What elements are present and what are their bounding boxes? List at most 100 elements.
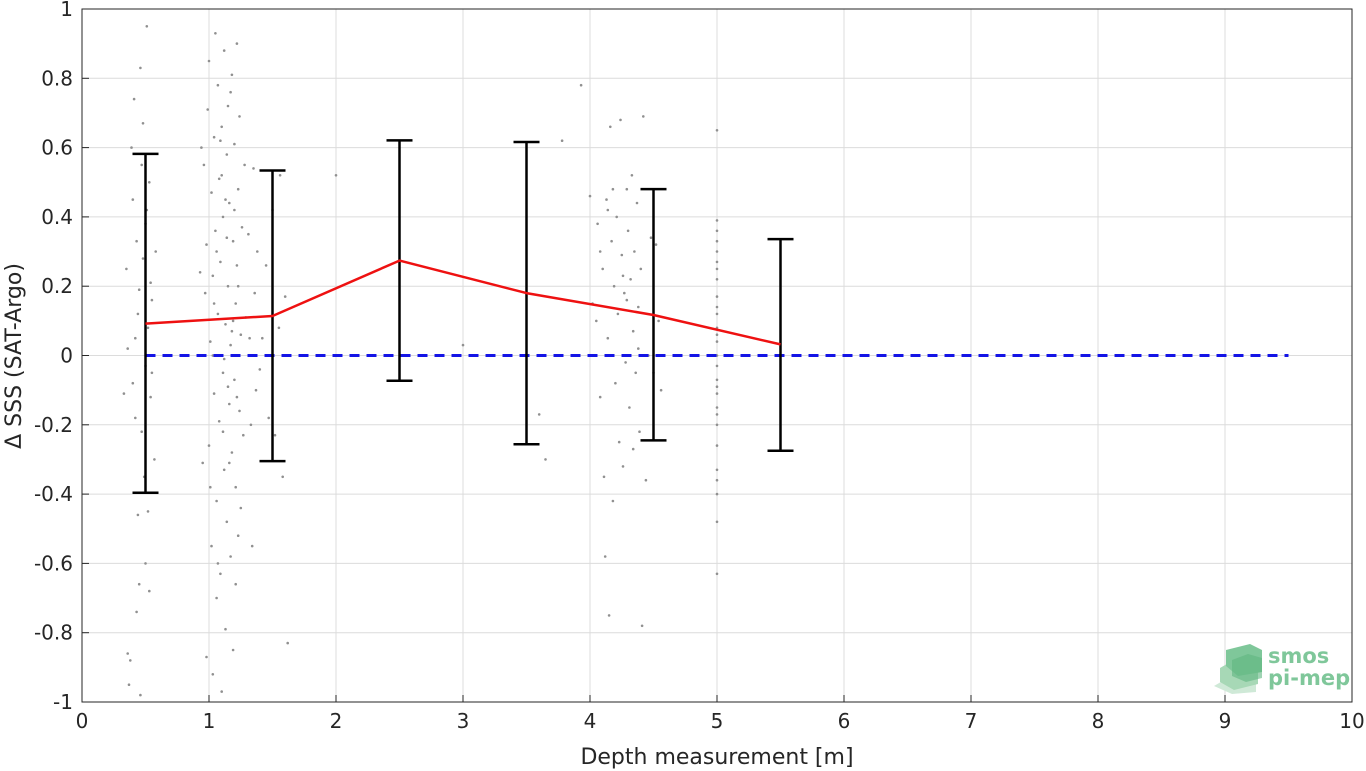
scatter-point: [229, 555, 232, 558]
scatter-point: [598, 250, 602, 253]
scatter-point: [216, 83, 220, 87]
scatter-point: [212, 392, 216, 395]
scatter-point: [715, 444, 719, 447]
x-tick-label: 3: [457, 709, 470, 733]
scatter-point: [612, 284, 616, 288]
scatter-point: [236, 187, 240, 191]
x-tick-label: 9: [1219, 709, 1232, 733]
scatter-point: [631, 447, 635, 451]
scatter-point: [537, 413, 541, 416]
scatter-point: [145, 25, 149, 28]
scatter-point: [135, 610, 138, 614]
scatter-point: [715, 219, 719, 222]
scatter-point: [611, 187, 615, 191]
y-tick-label: 0.2: [41, 274, 73, 298]
scatter-point: [132, 97, 136, 101]
scatter-point: [286, 641, 290, 645]
logo-text-pi-mep: pi-mep: [1268, 666, 1350, 690]
scatter-point: [211, 354, 215, 357]
scatter-point: [234, 302, 237, 305]
scatter-point: [210, 191, 213, 194]
x-tick-label: 5: [711, 709, 724, 733]
scatter-point: [148, 181, 151, 184]
scatter-point: [631, 329, 635, 333]
scatter-point: [150, 298, 154, 302]
scatter-point: [139, 66, 142, 70]
scatter-point: [225, 153, 229, 156]
scatter-point: [134, 336, 137, 340]
scatter-point: [230, 451, 234, 454]
scatter-point: [715, 406, 719, 409]
scatter-point: [596, 222, 599, 226]
scatter-point: [715, 520, 719, 524]
scatter-point: [621, 274, 625, 278]
scatter-point: [205, 243, 208, 246]
scatter-point: [239, 333, 243, 337]
x-tick-label: 0: [76, 709, 89, 733]
scatter-point: [283, 295, 287, 298]
scatter-point: [238, 409, 241, 413]
scatter-point: [253, 291, 256, 295]
scatter-point: [601, 267, 604, 271]
scatter-point: [224, 323, 227, 326]
scatter-point: [715, 468, 719, 472]
scatter-point: [209, 485, 212, 489]
scatter-point: [226, 104, 230, 108]
x-tick-label: 6: [838, 709, 851, 733]
scatter-point: [659, 388, 663, 392]
scatter-point: [219, 260, 222, 264]
scatter-point: [217, 177, 221, 181]
scatter-point: [149, 281, 152, 285]
scatter-point: [222, 468, 226, 472]
scatter-point: [715, 392, 719, 395]
scatter-point: [221, 215, 225, 219]
scatter-point: [136, 312, 140, 316]
scatter-point: [216, 562, 220, 565]
scatter-point: [146, 326, 150, 330]
scatter-point: [150, 371, 154, 375]
scatter-point: [130, 146, 133, 149]
scatter-point: [250, 544, 254, 548]
scatter-point: [630, 174, 634, 177]
scatter-point: [234, 485, 237, 489]
scatter-point: [715, 478, 719, 482]
scatter-point: [273, 433, 277, 437]
scatter-point: [236, 534, 240, 537]
scatter-point: [249, 423, 253, 427]
scatter-point: [248, 336, 251, 340]
scatter-point: [610, 239, 613, 243]
y-tick-label: 1: [60, 0, 73, 21]
scatter-point: [635, 201, 639, 205]
scatter-point: [201, 461, 204, 465]
scatter-point: [221, 430, 225, 434]
scatter-point: [617, 440, 621, 444]
scatter-point: [210, 544, 213, 548]
scatter-point: [140, 430, 143, 434]
scatter-point: [231, 648, 235, 652]
scatter-point: [715, 312, 719, 316]
scatter-point: [219, 139, 222, 142]
scatter-point: [131, 198, 135, 201]
scatter-point: [247, 232, 250, 236]
scatter-point: [231, 239, 235, 243]
scatter-point: [243, 163, 246, 167]
scatter-point: [560, 139, 564, 142]
x-tick-label: 8: [1092, 709, 1105, 733]
scatter-point: [638, 430, 641, 434]
x-tick-label: 4: [584, 709, 597, 733]
scatter-point: [261, 336, 264, 340]
scatter-point: [629, 278, 632, 281]
y-axis-ticks: -1 -0.8 -0.6 -0.4 -0.2 0 0.2 0.4 0.6 0.8 1: [34, 0, 89, 714]
scatter-point: [139, 693, 142, 697]
y-tick-label: -0.6: [34, 551, 73, 575]
scatter-point: [642, 115, 645, 118]
scatter-point: [141, 122, 145, 125]
x-tick-label: 1: [203, 709, 216, 733]
scatter-point: [234, 582, 237, 586]
scatter-point: [206, 108, 209, 111]
scatter-point: [606, 208, 610, 212]
scatter-point: [715, 385, 719, 389]
scatter-point: [544, 458, 547, 461]
scatter-point: [220, 690, 223, 693]
